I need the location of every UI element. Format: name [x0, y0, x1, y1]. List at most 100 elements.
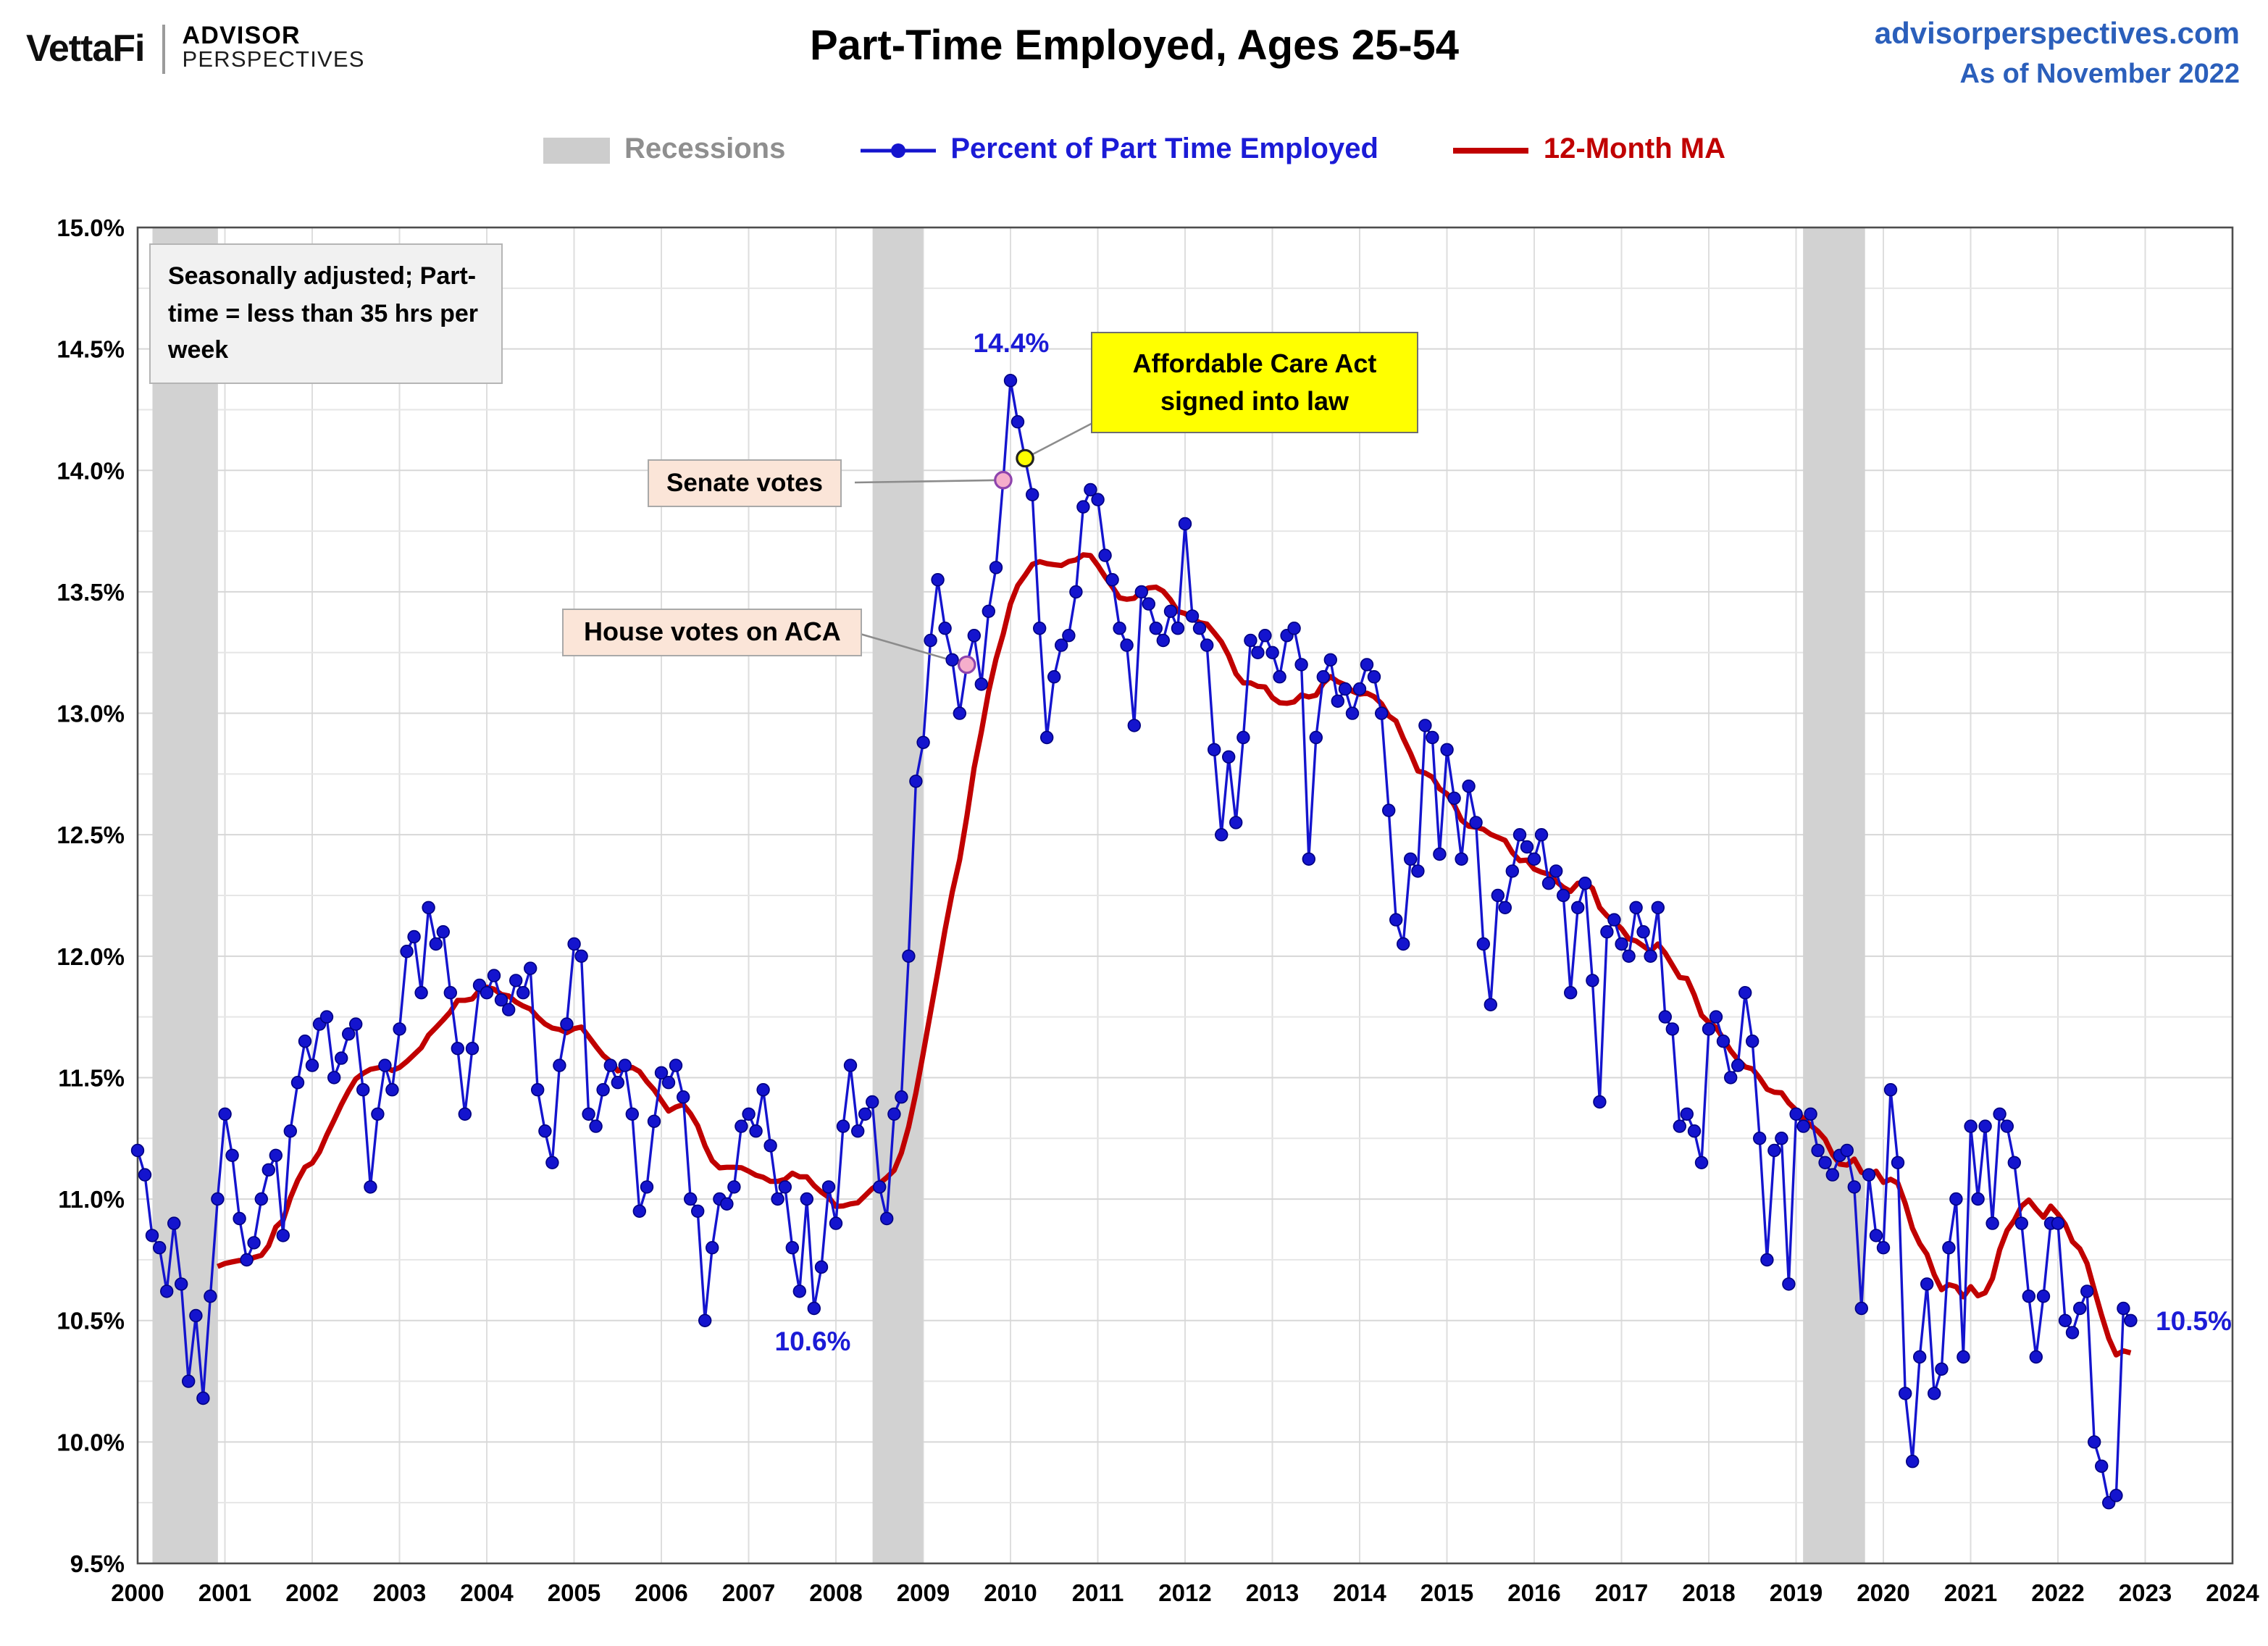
- data-point: [1694, 1156, 1709, 1170]
- x-axis-label: 2006: [635, 1579, 687, 1606]
- data-point: [916, 735, 930, 750]
- y-axis-label: 12.5%: [57, 822, 125, 848]
- data-point: [836, 1119, 850, 1133]
- data-point: [1396, 937, 1410, 951]
- data-point: [2117, 1301, 2130, 1316]
- data-point: [1156, 633, 1171, 648]
- data-point: [1680, 1107, 1694, 1121]
- data-point: [720, 1197, 734, 1211]
- data-point: [1920, 1277, 1934, 1291]
- data-point: [233, 1211, 246, 1226]
- data-point: [982, 604, 996, 618]
- legend-label-series: Percent of Part Time Employed: [950, 133, 1378, 165]
- x-axis-label: 2017: [1595, 1579, 1648, 1606]
- data-point: [276, 1229, 290, 1242]
- data-point: [1673, 1119, 1687, 1133]
- data-point: [814, 1260, 829, 1274]
- senate-votes-callout: Senate votes: [648, 459, 842, 507]
- data-point: [1760, 1253, 1774, 1267]
- data-point: [1578, 876, 1592, 890]
- data-point: [1069, 585, 1083, 599]
- data-point: [582, 1107, 595, 1121]
- house-votes-point: [957, 655, 976, 674]
- data-point: [1862, 1168, 1876, 1182]
- data-point: [211, 1192, 225, 1206]
- data-point: [1928, 1387, 1941, 1400]
- data-point: [1076, 500, 1090, 514]
- data-point: [1840, 1143, 1854, 1158]
- data-point: [1440, 743, 1454, 757]
- data-point: [1287, 621, 1301, 635]
- data-point: [1403, 852, 1418, 866]
- brand: VettaFi ADVISOR PERSPECTIVES: [26, 22, 365, 74]
- data-point: [895, 1090, 908, 1104]
- y-axis-label: 14.5%: [57, 336, 125, 363]
- data-point: [1629, 901, 1643, 915]
- data-point: [1906, 1454, 1920, 1469]
- data-point: [1062, 628, 1076, 643]
- data-point: [574, 949, 588, 964]
- perspectives-text: PERSPECTIVES: [182, 48, 365, 73]
- data-point: [1374, 706, 1389, 720]
- data-point: [683, 1192, 698, 1206]
- brand-divider: [162, 24, 165, 74]
- data-point: [1644, 949, 1657, 964]
- data-point: [1098, 548, 1112, 562]
- data-point: [1192, 621, 1207, 635]
- data-point: [422, 901, 435, 915]
- end-value-label: 10.5%: [2156, 1305, 2232, 1336]
- data-point: [1586, 974, 1599, 987]
- y-axis-label: 10.5%: [57, 1308, 125, 1334]
- data-point: [400, 944, 414, 958]
- recession-band: [152, 227, 218, 1563]
- legend-label-ma: 12-Month MA: [1543, 133, 1725, 165]
- data-point: [1607, 913, 1621, 927]
- data-point: [785, 1240, 800, 1255]
- data-point: [414, 985, 428, 1000]
- data-point: [1054, 638, 1068, 652]
- aca-signed-point: [1016, 448, 1034, 468]
- data-point: [335, 1051, 348, 1065]
- data-point: [443, 985, 457, 1000]
- x-axis-label: 2015: [1420, 1579, 1473, 1606]
- series-line-icon: [861, 143, 937, 157]
- page-title: Part-Time Employed, Ages 25-54: [809, 23, 1460, 70]
- data-point: [1367, 669, 1381, 684]
- data-point: [145, 1229, 159, 1242]
- data-point: [465, 1041, 480, 1056]
- legend-item-ma: 12-Month MA: [1453, 133, 1725, 167]
- data-point: [778, 1180, 792, 1194]
- data-point: [1636, 924, 1650, 939]
- data-point: [2036, 1289, 2051, 1303]
- data-point: [589, 1119, 603, 1133]
- data-point: [1360, 658, 1374, 672]
- data-point: [1236, 730, 1250, 745]
- data-point: [2124, 1313, 2138, 1328]
- x-axis-label: 2005: [548, 1579, 601, 1606]
- data-point: [1084, 482, 1097, 497]
- data-point: [1381, 803, 1396, 817]
- plot-border: [136, 226, 2234, 1565]
- data-point: [2007, 1156, 2022, 1170]
- data-point: [1600, 924, 1614, 939]
- x-axis-label: 2020: [1857, 1579, 1909, 1606]
- data-point: [2065, 1326, 2080, 1340]
- data-point: [800, 1192, 814, 1206]
- data-point: [618, 1058, 632, 1072]
- data-point: [2073, 1301, 2087, 1316]
- data-point: [2051, 1216, 2065, 1230]
- data-point: [451, 1041, 464, 1056]
- data-point: [945, 653, 959, 667]
- data-point: [1789, 1107, 1803, 1121]
- x-axis-label: 2022: [2031, 1579, 2084, 1606]
- data-point: [189, 1308, 203, 1323]
- data-point: [763, 1139, 777, 1153]
- data-point: [247, 1236, 261, 1250]
- data-point: [1323, 653, 1338, 667]
- data-point: [1796, 1119, 1810, 1133]
- data-point: [1338, 682, 1352, 696]
- data-point: [1527, 852, 1541, 866]
- data-point: [283, 1124, 297, 1138]
- data-point: [1957, 1350, 1970, 1364]
